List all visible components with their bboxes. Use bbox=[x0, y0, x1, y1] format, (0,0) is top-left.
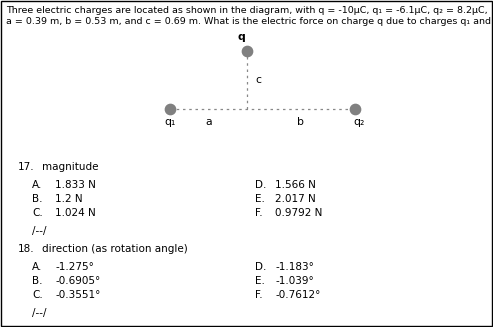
Text: -0.6905°: -0.6905° bbox=[55, 276, 100, 286]
Text: 18.: 18. bbox=[18, 244, 35, 254]
Text: q₂: q₂ bbox=[353, 117, 364, 127]
Text: C.: C. bbox=[32, 208, 43, 218]
Text: B.: B. bbox=[32, 276, 42, 286]
Text: 0.9792 N: 0.9792 N bbox=[275, 208, 322, 218]
Text: A.: A. bbox=[32, 262, 42, 272]
Text: 1.833 N: 1.833 N bbox=[55, 180, 96, 190]
Text: C.: C. bbox=[32, 290, 43, 300]
Text: q: q bbox=[238, 32, 246, 42]
Text: b: b bbox=[297, 117, 305, 127]
Text: -0.7612°: -0.7612° bbox=[275, 290, 320, 300]
Point bbox=[351, 106, 359, 112]
Text: F.: F. bbox=[255, 208, 263, 218]
Text: a = 0.39 m, b = 0.53 m, and c = 0.69 m. What is the electric force on charge q d: a = 0.39 m, b = 0.53 m, and c = 0.69 m. … bbox=[6, 17, 493, 26]
Text: /--/: /--/ bbox=[32, 308, 46, 318]
Text: direction (as rotation angle): direction (as rotation angle) bbox=[42, 244, 188, 254]
Text: 1.2 N: 1.2 N bbox=[55, 194, 83, 204]
Text: -1.039°: -1.039° bbox=[275, 276, 314, 286]
Text: 1.024 N: 1.024 N bbox=[55, 208, 96, 218]
Text: 2.017 N: 2.017 N bbox=[275, 194, 316, 204]
Text: D.: D. bbox=[255, 180, 266, 190]
Text: A.: A. bbox=[32, 180, 42, 190]
Text: 17.: 17. bbox=[18, 162, 35, 172]
Text: B.: B. bbox=[32, 194, 42, 204]
Point bbox=[243, 48, 251, 54]
Text: -1.183°: -1.183° bbox=[275, 262, 314, 272]
Text: D.: D. bbox=[255, 262, 266, 272]
Text: F.: F. bbox=[255, 290, 263, 300]
Text: Three electric charges are located as shown in the diagram, with q = -10µC, q₁ =: Three electric charges are located as sh… bbox=[6, 6, 488, 15]
Text: -0.3551°: -0.3551° bbox=[55, 290, 101, 300]
Text: E.: E. bbox=[255, 194, 265, 204]
Text: c: c bbox=[255, 75, 261, 85]
Point bbox=[166, 106, 174, 112]
Text: 1.566 N: 1.566 N bbox=[275, 180, 316, 190]
Text: /--/: /--/ bbox=[32, 226, 46, 236]
Text: magnitude: magnitude bbox=[42, 162, 99, 172]
Text: q₁: q₁ bbox=[164, 117, 175, 127]
Text: E.: E. bbox=[255, 276, 265, 286]
Text: -1.275°: -1.275° bbox=[55, 262, 94, 272]
Text: a: a bbox=[205, 117, 212, 127]
